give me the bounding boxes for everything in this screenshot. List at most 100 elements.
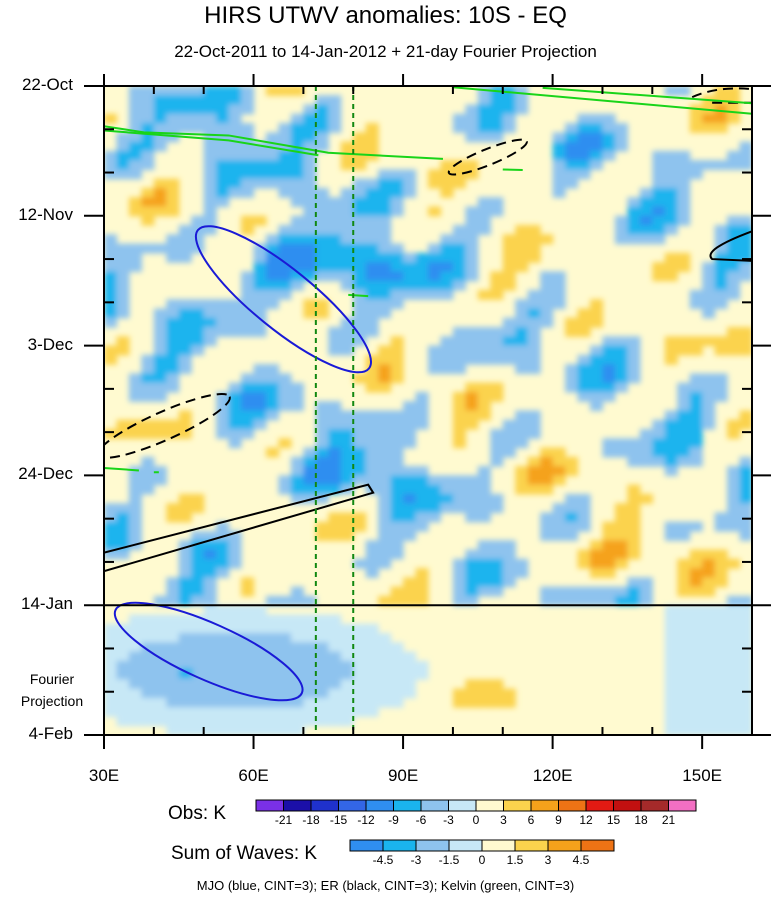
field-cell <box>527 364 541 375</box>
field-cell <box>565 178 579 189</box>
projection-cell <box>739 707 752 718</box>
field-cell <box>141 419 155 430</box>
field-cell <box>203 531 217 541</box>
projection-cell <box>141 614 155 625</box>
projection-cell <box>739 633 752 643</box>
field-cell <box>178 345 192 356</box>
projection-cell <box>216 670 230 680</box>
field-cell <box>191 503 205 514</box>
field-cell <box>490 354 504 365</box>
projection-cell <box>727 614 741 625</box>
field-cell <box>378 466 392 476</box>
projection-cell <box>116 679 130 690</box>
projection-cell <box>104 660 118 671</box>
obs-colorbar-swatch <box>613 799 642 812</box>
field-cell <box>365 187 379 198</box>
field-cell <box>253 382 267 393</box>
x-tick-label: 150E <box>682 766 722 785</box>
field-cell <box>552 466 566 476</box>
projection-cell <box>353 707 367 718</box>
projection-cell <box>303 651 317 662</box>
field-cell <box>378 484 392 495</box>
field-cell <box>490 104 504 115</box>
field-cell <box>340 317 354 328</box>
field-cell <box>365 299 379 310</box>
obs-colorbar-swatch <box>338 799 367 812</box>
field-cell <box>590 299 604 310</box>
projection-cell <box>452 688 466 699</box>
field-cell <box>203 113 217 124</box>
field-cell <box>739 419 752 430</box>
projection-cell <box>378 633 392 643</box>
field-cell <box>452 503 466 514</box>
field-cell <box>166 419 180 430</box>
field-cell <box>178 225 192 235</box>
field-cell <box>191 123 205 133</box>
projection-cell <box>116 716 130 727</box>
field-cell <box>502 271 516 282</box>
field-cell <box>590 595 604 606</box>
field-cell <box>116 262 130 273</box>
field-cell <box>340 262 354 273</box>
field-cell <box>365 225 379 235</box>
field-cell <box>315 225 329 235</box>
field-cell <box>702 308 716 319</box>
projection-cell <box>266 725 280 735</box>
field-cell <box>203 568 217 578</box>
field-cell <box>216 410 230 421</box>
field-cell <box>627 447 641 458</box>
waves-colorbar-tick-label: 1.5 <box>506 853 524 867</box>
projection-cell <box>203 623 217 634</box>
field-cell <box>241 373 255 384</box>
field-cell <box>515 327 529 337</box>
projection-cell <box>290 642 304 653</box>
projection-cell <box>315 679 329 690</box>
projection-cell <box>490 697 504 708</box>
field-cell <box>253 215 267 226</box>
field-cell <box>166 206 180 217</box>
projection-cell <box>191 725 205 735</box>
projection-cell <box>477 679 491 690</box>
projection-cell <box>290 660 304 671</box>
field-cell <box>689 447 703 458</box>
field-cell <box>639 493 653 504</box>
projection-cell <box>664 670 678 680</box>
field-cell <box>590 141 604 152</box>
projection-cell <box>203 725 217 735</box>
field-cell <box>128 493 142 504</box>
field-cell <box>353 308 367 319</box>
field-cell <box>714 160 728 171</box>
field-cell <box>415 252 429 263</box>
x-tick-label: 30E <box>88 766 120 785</box>
projection-cell <box>739 642 752 653</box>
field-cell <box>278 234 292 245</box>
field-cell <box>727 521 741 532</box>
projection-cell <box>104 651 118 662</box>
field-cell <box>278 438 292 449</box>
field-cell <box>465 252 479 263</box>
field-cell <box>677 169 691 180</box>
field-cell <box>415 475 429 486</box>
field-cell <box>490 391 504 402</box>
field-cell <box>677 178 691 189</box>
waves-colorbar-swatch <box>415 839 450 852</box>
field-cell <box>602 336 616 347</box>
field-cell <box>278 373 292 384</box>
projection-cell <box>266 716 280 727</box>
projection-cell <box>315 651 329 662</box>
field-cell <box>328 225 342 235</box>
projection-cell <box>216 623 230 634</box>
projection-cell <box>739 614 752 625</box>
projection-cell <box>365 660 379 671</box>
field-cell <box>365 447 379 458</box>
field-cell <box>614 354 628 365</box>
field-cell <box>290 197 304 208</box>
field-cell <box>116 503 130 514</box>
field-cell <box>278 123 292 133</box>
field-cell <box>702 549 716 560</box>
field-cell <box>128 197 142 208</box>
field-cell <box>664 521 678 532</box>
field-cell <box>378 271 392 282</box>
field-cell <box>340 234 354 245</box>
projection-cell <box>290 697 304 708</box>
